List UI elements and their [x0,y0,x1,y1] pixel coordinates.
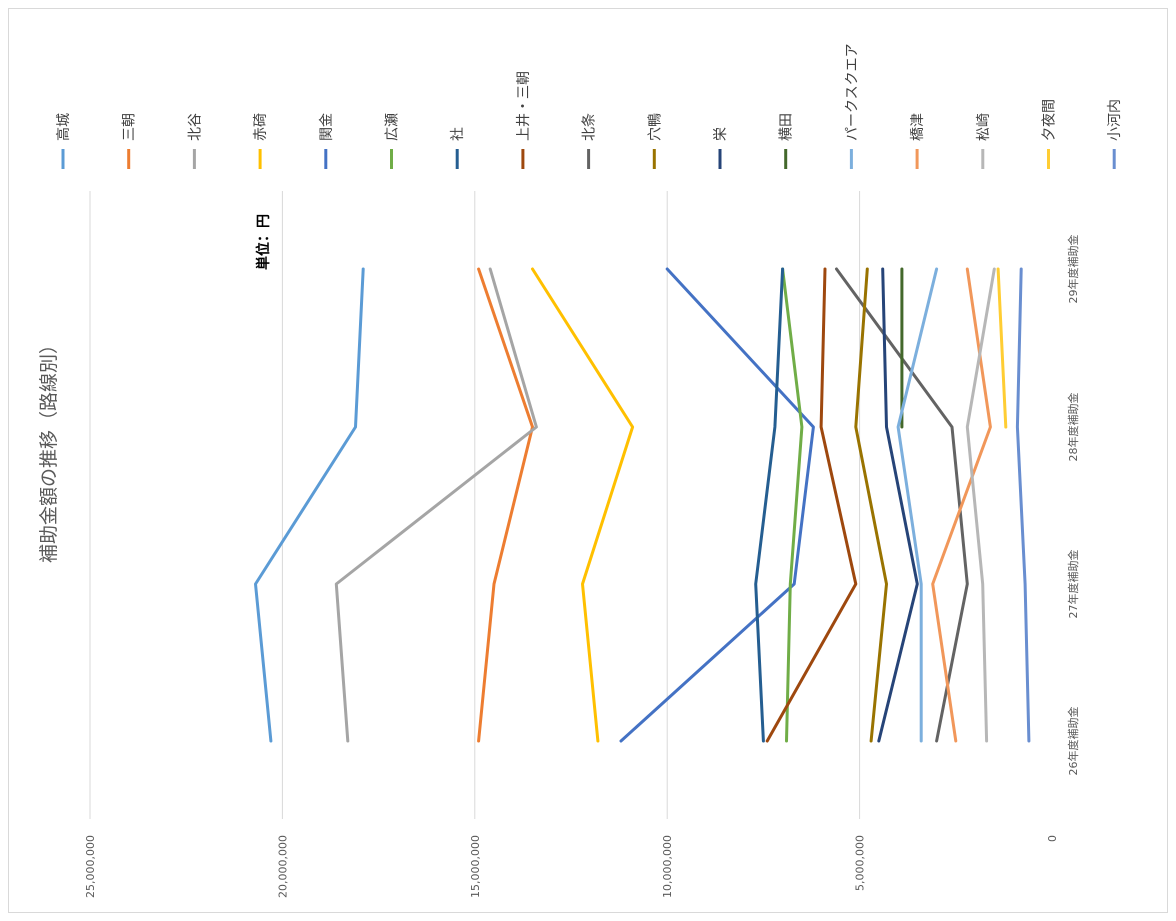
series-line [477,267,534,743]
legend-item: 上井・三朝 [516,71,532,169]
value-tick-label: 15,000,000 [469,835,482,898]
legend-item: 関金 [319,113,335,169]
legend-item: 松崎 [976,113,992,169]
legend-item: 橋津 [910,113,926,169]
category-label: 28年度補助金 [1066,393,1080,462]
legend-label: 横田 [779,113,795,141]
series-line [619,267,815,743]
legend-item: 栄 [713,127,729,169]
legend-label: 赤碕 [253,113,269,141]
line-chart: 0 5,000,000 10,000,000 15,000,000 20,000,000… [38,43,1123,898]
legend-item: 三朝 [122,113,138,169]
gridlines [89,191,861,819]
series-line [334,267,538,743]
legend-label: 高城 [55,113,72,141]
value-tick-label: 0 [1046,835,1059,842]
series-line [781,267,804,743]
legend-label: 北条 [581,113,598,141]
legend-item: 赤碕 [253,113,269,169]
legend: 高城 三朝 北谷 赤碕 関金 広瀬社 上井・三朝北条 穴鴨栄 横田 パークスクエア橋津 松崎 夕夜間 小… [55,43,1123,169]
value-axis-ticks: 0 5,000,000 10,000,000 15,000,000 20,000,000… [84,835,1059,898]
value-tick-label: 10,000,000 [661,835,674,898]
legend-label: 北谷 [187,113,203,141]
series-line [835,267,969,743]
legend-item: 社 [450,127,466,169]
series-line [854,267,888,743]
series-line [965,267,996,743]
legend-item: 夕夜間 [1042,99,1058,169]
series-lines [254,267,1031,743]
legend-item: パークスクエア [844,43,860,169]
category-label: 27年度補助金 [1066,550,1080,619]
legend-item: 高城 [55,113,72,169]
legend-item: 北谷 [187,113,203,169]
legend-label: 夕夜間 [1042,99,1058,141]
legend-item: 小河内 [1107,99,1123,169]
value-tick-label: 5,000,000 [854,835,867,891]
series-line [254,267,365,743]
series-line [531,267,635,743]
series-line [754,267,785,743]
legend-label: パークスクエア [844,43,860,141]
series-line [1015,267,1031,743]
chart-frame: 0 5,000,000 10,000,000 15,000,000 20,000,000… [8,8,1168,913]
legend-item: 横田 [779,113,795,169]
legend-item: 広瀬 [385,113,401,169]
category-axis-labels: 26年度補助金 27年度補助金 28年度補助金 29年度補助金 [1066,235,1080,776]
legend-item: 穴鴨 [647,113,663,169]
category-label: 26年度補助金 [1066,707,1080,776]
value-tick-label: 25,000,000 [84,835,97,898]
legend-label: 栄 [713,127,729,141]
value-tick-label: 20,000,000 [276,835,289,898]
category-label: 29年度補助金 [1066,235,1080,304]
legend-label: 関金 [319,113,335,141]
legend-label: 小河内 [1107,99,1123,141]
series-line [896,267,939,743]
legend-label: 上井・三朝 [516,71,532,141]
legend-label: 社 [450,127,466,141]
legend-label: 三朝 [122,113,138,141]
series-line [765,267,858,743]
series-line [877,267,919,743]
legend-item: 北条 [581,113,598,169]
legend-label: 穴鴨 [647,113,663,141]
series-line [931,267,992,743]
chart-title: 補助金額の推移（路線別） [38,335,60,563]
legend-label: 広瀬 [385,113,401,141]
legend-label: 松崎 [976,113,992,141]
unit-label: 単位：円 [255,214,272,270]
series-line [996,267,1008,429]
legend-label: 橋津 [910,113,926,141]
